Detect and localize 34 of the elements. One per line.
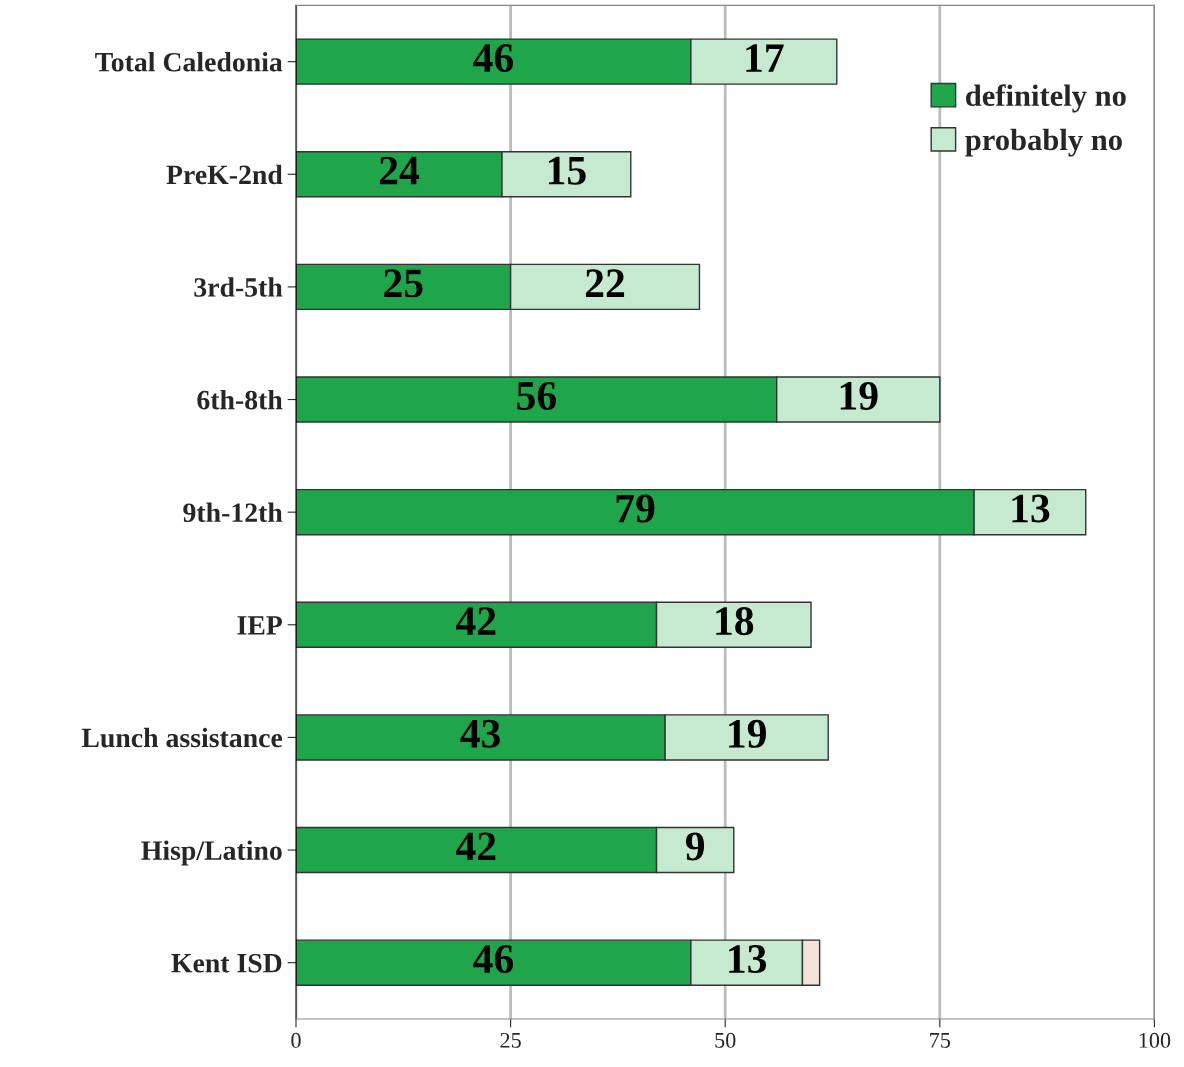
- y-tick-label: IEP: [237, 616, 283, 635]
- y-tick-label: 9th-12th: [183, 502, 283, 523]
- legend-label: definitely no: [966, 84, 1126, 113]
- x-tick-label: 0: [291, 1032, 301, 1048]
- y-tick-label: Kent ISD: [171, 953, 282, 973]
- data-label: 19: [840, 381, 878, 410]
- y-tick-label: 6th-8th: [197, 389, 283, 410]
- data-label: 46: [473, 945, 514, 974]
- y-tick-label: 3rd-5th: [194, 277, 283, 297]
- y-tick-label: Lunch assistance: [81, 727, 283, 748]
- data-label: 15: [548, 156, 586, 185]
- data-label: 79: [616, 494, 655, 523]
- x-tick-label: 100: [1139, 1032, 1171, 1048]
- y-tick-label: Hisp/Latino: [141, 840, 282, 866]
- x-tick-label: 25: [500, 1032, 521, 1048]
- x-tick-label: 75: [930, 1033, 951, 1048]
- data-label: 9: [685, 832, 705, 861]
- data-label: 56: [517, 381, 556, 410]
- data-label: 25: [384, 269, 423, 298]
- data-label: 13: [729, 945, 767, 974]
- data-label: 24: [379, 156, 420, 185]
- data-label: 13: [1012, 494, 1050, 523]
- data-label: 46: [473, 44, 514, 73]
- data-label: 43: [460, 719, 500, 748]
- data-label: 18: [716, 607, 754, 636]
- data-label: 42: [456, 607, 496, 635]
- y-tick-label: PreK-2nd: [166, 164, 283, 185]
- y-tick-label: Total Caledonia: [95, 52, 283, 72]
- legend-label: probably no: [965, 128, 1122, 157]
- data-label: 19: [729, 719, 766, 748]
- x-tick-label: 50: [715, 1032, 736, 1048]
- data-label: 22: [585, 269, 625, 297]
- data-label: 42: [456, 832, 496, 861]
- data-label: 17: [746, 44, 784, 72]
